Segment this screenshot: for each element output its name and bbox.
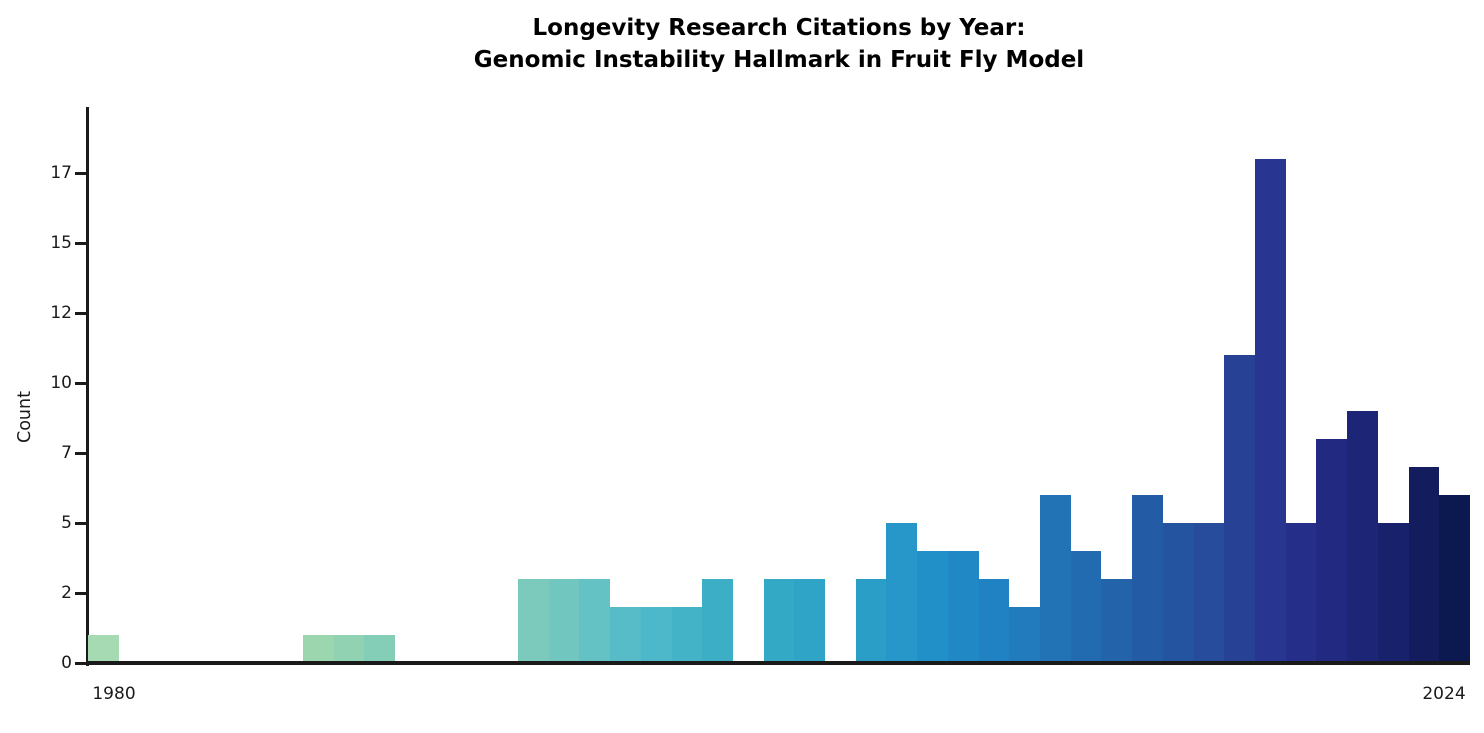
bar-2009 — [979, 579, 1009, 663]
y-tick-label: 12 — [50, 303, 72, 323]
y-tick-mark — [75, 591, 87, 595]
bar-2020 — [1316, 439, 1347, 663]
bar-2023 — [1409, 467, 1439, 663]
bar-2024 — [1439, 495, 1470, 663]
bar-2017 — [1224, 355, 1255, 663]
y-tick-label: 7 — [61, 443, 72, 463]
plot-area — [88, 107, 1470, 663]
bar-2016 — [1194, 523, 1224, 663]
bar-2007 — [917, 551, 948, 663]
bar-2019 — [1286, 523, 1316, 663]
bar-2015 — [1163, 523, 1194, 663]
y-tick-mark — [75, 311, 87, 315]
x-tick-label-2024: 2024 — [1422, 684, 1466, 704]
y-tick-mark — [75, 451, 87, 455]
bar-2006 — [886, 523, 917, 663]
bar-2000 — [702, 579, 733, 663]
bar-1980 — [88, 635, 119, 663]
bar-1997 — [610, 607, 641, 663]
bar-2003 — [794, 579, 825, 663]
bar-1988 — [334, 635, 364, 663]
y-tick-label: 10 — [50, 373, 72, 393]
x-tick-label-1980: 1980 — [92, 684, 136, 704]
bar-2018 — [1255, 159, 1286, 663]
chart-title-line2: Genomic Instability Hallmark in Fruit Fl… — [473, 47, 1085, 73]
y-tick-label: 0 — [61, 653, 72, 673]
y-axis-spine — [86, 107, 89, 666]
y-tick-mark — [75, 661, 87, 665]
y-tick-mark — [75, 241, 87, 245]
bar-2022 — [1378, 523, 1409, 663]
y-tick-label: 2 — [61, 583, 72, 603]
chart-title-line1: Longevity Research Citations by Year: — [532, 15, 1026, 41]
bar-1995 — [549, 579, 579, 663]
y-axis-label: Count — [15, 391, 35, 443]
bar-2005 — [856, 579, 886, 663]
bar-2008 — [948, 551, 979, 663]
bar-1989 — [364, 635, 395, 663]
bar-2010 — [1009, 607, 1040, 663]
y-tick-label: 15 — [50, 233, 72, 253]
y-tick-mark — [75, 521, 87, 525]
bar-2021 — [1347, 411, 1378, 663]
bar-1987 — [303, 635, 334, 663]
bar-2012 — [1071, 551, 1101, 663]
bar-2002 — [764, 579, 794, 663]
bar-1998 — [641, 607, 672, 663]
bar-1999 — [672, 607, 702, 663]
y-tick-label: 5 — [61, 513, 72, 533]
bar-2013 — [1101, 579, 1132, 663]
bar-2011 — [1040, 495, 1071, 663]
x-axis-baseline — [86, 661, 1470, 665]
bar-2014 — [1132, 495, 1163, 663]
y-tick-mark — [75, 381, 87, 385]
bar-1996 — [579, 579, 610, 663]
y-tick-mark — [75, 171, 87, 175]
bar-1994 — [518, 579, 549, 663]
y-tick-label: 17 — [50, 163, 72, 183]
chart-title: Longevity Research Citations by Year: Ge… — [88, 12, 1470, 76]
